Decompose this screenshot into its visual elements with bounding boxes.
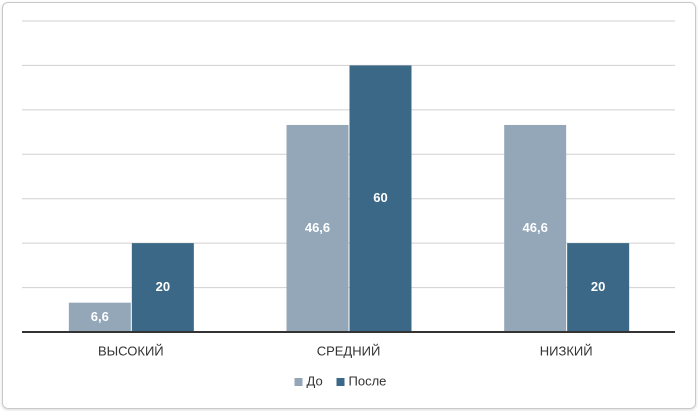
bar [131,243,194,332]
legend-label: После [349,373,387,388]
x-tick-label: НИЗКИЙ [540,343,593,358]
value-label: 20 [156,279,170,294]
bar [567,243,630,332]
legend-label: До [307,373,323,388]
bar [349,65,412,332]
value-label: 60 [373,190,387,205]
legend-swatch [294,378,303,386]
legend-swatch [336,378,345,386]
value-label: 6,6 [91,309,109,324]
value-label: 20 [591,279,605,294]
bar [68,302,131,332]
value-label: 46,6 [305,220,330,235]
x-tick-label: СРЕДНИЙ [317,343,381,358]
bar [286,124,349,332]
value-label: 46,6 [523,220,548,235]
bar [504,124,567,332]
x-tick-label: ВЫСОКИЙ [98,343,164,358]
